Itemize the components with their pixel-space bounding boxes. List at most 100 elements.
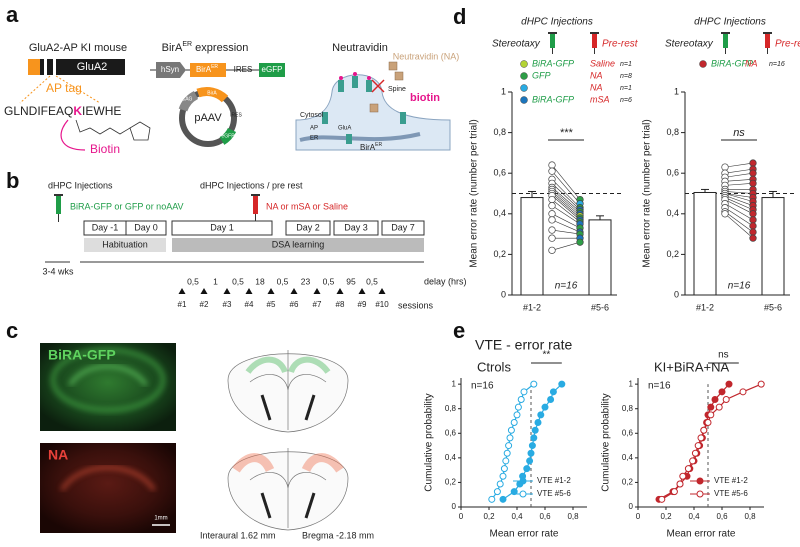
- y-tick-label: 1: [629, 379, 634, 388]
- significance: ***: [560, 127, 574, 139]
- bar: [520, 197, 544, 296]
- cdf-point: [530, 380, 538, 388]
- subject-connector: [551, 213, 581, 229]
- red-image: [40, 443, 176, 533]
- delay-value: 0,5: [323, 276, 335, 286]
- charts: dHPC Injections Stereotaxy Pre-rest BiRA-GF…: [424, 17, 800, 540]
- chart-title: dHPC Injections: [521, 17, 593, 28]
- cdf-point: [739, 388, 747, 396]
- subject-point: [721, 210, 729, 218]
- neutravidin-label: Neutravidin (NA): [393, 51, 460, 61]
- subject-connector: [724, 199, 754, 215]
- x-tick-label: 0,4: [688, 512, 700, 521]
- legend-condition: mSA: [590, 94, 610, 104]
- left-note: Stereotaxy: [665, 39, 714, 50]
- legend-condition: NA: [590, 70, 603, 80]
- n-label: n=16: [555, 281, 578, 292]
- cdf-point: [684, 465, 692, 473]
- cdf-point: [707, 403, 715, 411]
- legend-name: BiRA-GFP: [532, 58, 574, 68]
- session-label: #6: [290, 300, 299, 309]
- panel-label: c: [6, 318, 18, 343]
- day-box: [381, 220, 425, 236]
- er-label: ER: [310, 136, 319, 142]
- cdf-point: [513, 411, 521, 419]
- bira-box-sup: ER: [211, 64, 218, 70]
- y-tick-label: 0,8: [622, 404, 634, 413]
- neutravidin-title: Neutravidin: [332, 42, 388, 54]
- cdf-line: [491, 383, 535, 500]
- subject-connector: [724, 191, 754, 194]
- bar: [693, 191, 717, 296]
- green-image: [40, 343, 176, 431]
- syringe: [550, 34, 555, 48]
- legend-n: n=6: [620, 97, 632, 104]
- day-label: Day -1: [92, 222, 119, 232]
- session-marker: [200, 288, 208, 294]
- sequence: GLNDIFEAQKIEWHE: [4, 104, 121, 118]
- cdf-point: [547, 396, 555, 403]
- cdf-point: [500, 465, 508, 473]
- subject-connector: [724, 195, 754, 206]
- subject-connector: [551, 205, 581, 225]
- subject-connector: [724, 172, 754, 178]
- subject-connector: [724, 197, 754, 211]
- n-label: n=16: [728, 281, 751, 292]
- delay-value: 23: [301, 276, 311, 286]
- subject-point: [749, 222, 757, 230]
- panel-label: a: [6, 2, 19, 27]
- gene-diagram: GluA2: [19, 59, 125, 104]
- subject-point: [548, 161, 556, 169]
- subject-connector: [551, 191, 581, 217]
- session-label: #4: [245, 300, 254, 309]
- y-tick-label: 1: [452, 379, 457, 388]
- cdf-point: [493, 488, 501, 496]
- cdf-point: [530, 434, 538, 442]
- subject-point: [749, 228, 757, 236]
- x-axis-label: Mean error rate: [667, 529, 736, 540]
- sessions-label: sessions: [398, 300, 434, 310]
- cdf-point: [499, 495, 507, 503]
- subject-point: [548, 226, 556, 234]
- cdf-point: [691, 449, 699, 457]
- subject-connector: [551, 219, 581, 233]
- cdf-point: [506, 434, 514, 442]
- session-label: #8: [336, 300, 345, 309]
- green-label: BiRA-GFP: [48, 347, 116, 363]
- y-tick-label: 0: [674, 289, 679, 299]
- x-tick-label: #5-6: [591, 302, 609, 312]
- delay-value: 18: [255, 276, 265, 286]
- subject-point: [548, 216, 556, 224]
- cdf-point: [541, 403, 549, 411]
- cdf-point: [658, 495, 666, 503]
- bira-er-main: BirA: [360, 143, 376, 152]
- session-label: #10: [375, 300, 389, 309]
- subject-connector: [724, 207, 754, 227]
- injection1-detail: BiRA-GFP or GFP or noAAV: [70, 201, 184, 211]
- neutravidin-diagram: [295, 61, 451, 151]
- cdf-point: [488, 495, 496, 503]
- legend-label: VTE #5-6: [537, 489, 571, 498]
- x-tick-label: 0,2: [660, 512, 672, 521]
- cdf-point: [549, 388, 557, 396]
- x-tick-label: 0: [459, 512, 464, 521]
- y-tick-label: 0,8: [493, 127, 506, 137]
- session-marker: [313, 288, 321, 294]
- legend-label: VTE #5-6: [714, 489, 748, 498]
- cdf-point: [507, 426, 515, 434]
- subject-point: [749, 179, 757, 188]
- syringe-green: [54, 194, 63, 222]
- y-tick-label: 0,4: [493, 208, 506, 218]
- y-tick-label: 0: [452, 502, 457, 511]
- panel-e-title: VTE - error rate: [475, 337, 572, 353]
- legend-dot: [520, 72, 528, 80]
- y-tick-label: 1: [501, 86, 506, 96]
- atlas-top: [227, 350, 349, 433]
- sequence-lysine: K: [73, 104, 82, 118]
- session-label: #7: [313, 300, 322, 309]
- syringe: [592, 34, 597, 48]
- subject-connector: [551, 189, 581, 215]
- y-tick-label: 0,4: [445, 453, 457, 462]
- injection2-detail: NA or mSA or Saline: [266, 201, 348, 211]
